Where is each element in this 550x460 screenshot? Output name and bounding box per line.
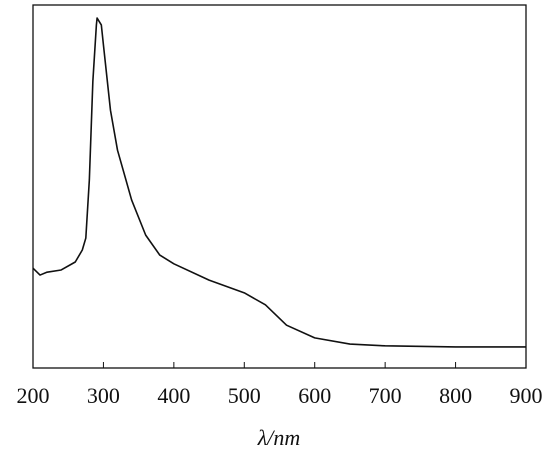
x-tick-label: 800 xyxy=(439,383,472,408)
x-tick-label: 900 xyxy=(510,383,543,408)
plot-frame xyxy=(32,4,527,369)
x-tick-label: 200 xyxy=(17,383,50,408)
x-tick-label: 700 xyxy=(369,383,402,408)
x-tick-label: 600 xyxy=(298,383,331,408)
x-tick-label: 300 xyxy=(87,383,120,408)
x-tick-label: 500 xyxy=(228,383,261,408)
x-axis-label: λ/nm xyxy=(257,425,301,450)
x-tick-label: 400 xyxy=(157,383,190,408)
spectrum-line xyxy=(32,17,526,348)
